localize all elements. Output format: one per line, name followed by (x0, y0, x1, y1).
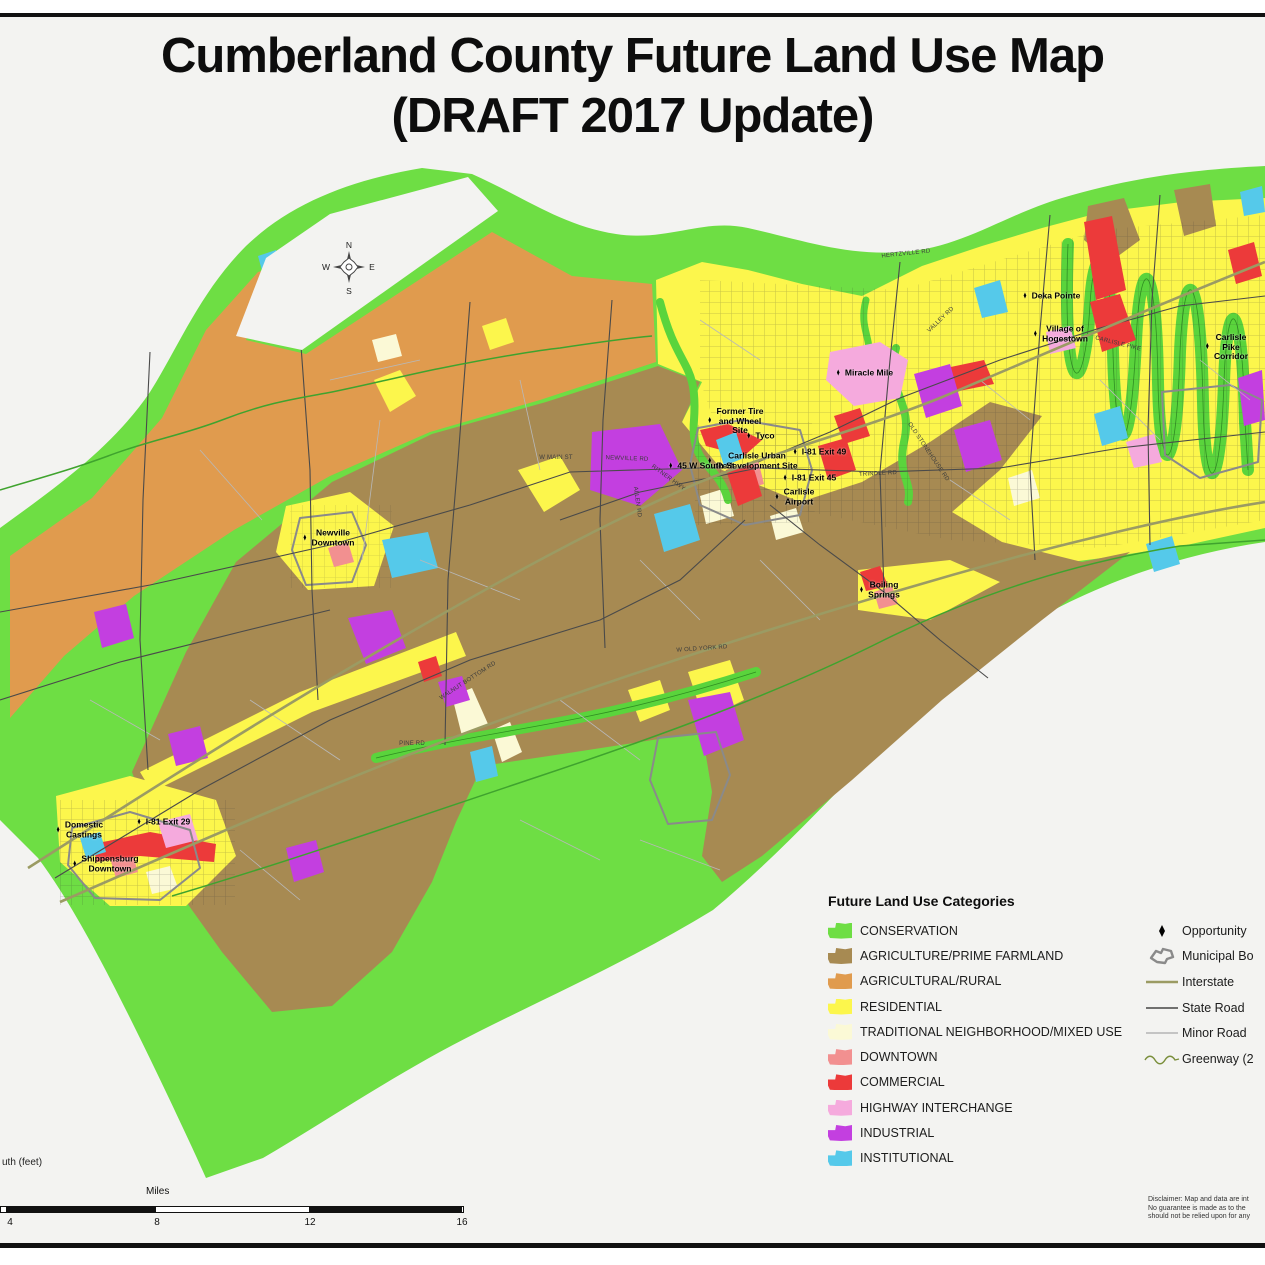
disclaimer-text: Disclaimer: Map and data are int No guara… (1148, 1196, 1265, 1222)
bottom-frame-rule (0, 1243, 1265, 1248)
scale-tick-label: 4 (7, 1217, 13, 1228)
legend-row-institutional: INSTITUTIONAL (828, 1146, 1264, 1171)
scale-tick-label: 8 (154, 1217, 160, 1228)
compass-n: N (346, 240, 352, 250)
municipal-boundaries (67, 384, 1263, 901)
industrial-swatch (828, 1125, 852, 1142)
conservation-swatch (828, 922, 852, 939)
scale-ticks: 4 8 12 16 (0, 1217, 480, 1231)
interstate-icon (1142, 978, 1182, 986)
stateroad-icon (1142, 1004, 1182, 1012)
legend: Future Land Use Categories CONSERVATION A… (828, 893, 1264, 1171)
boundary-icon (1142, 946, 1182, 966)
agrural-swatch (828, 973, 852, 990)
scale-seg (1, 1207, 6, 1212)
disclaimer-line: Disclaimer: Map and data are int (1148, 1196, 1249, 1203)
legend-label: INSTITUTIONAL (860, 1151, 954, 1166)
legend-label: DOWNTOWN (860, 1050, 938, 1065)
legend-row-conservation: CONSERVATION (828, 918, 1264, 943)
legend-title: Future Land Use Categories (828, 893, 1015, 909)
greenway-icon (1142, 1053, 1182, 1065)
greenway-lines (0, 335, 1265, 897)
sheet-notch (236, 177, 498, 350)
industrial-patch (94, 364, 1265, 882)
institutional-patch (80, 186, 1265, 858)
legend-symbol-row-interstate: Interstate (1142, 969, 1265, 995)
legend-symbol-row-diamond: Opportunity (1142, 918, 1265, 944)
legend-label: AGRICULTURE/PRIME FARMLAND (860, 948, 1064, 963)
region-agricultural-rural (10, 232, 656, 718)
legend-label: CONSERVATION (860, 923, 958, 938)
interstates (27, 260, 1265, 904)
legend-row-agrural: AGRICULTURAL/RURAL (828, 969, 1264, 994)
commercial-patch (94, 216, 1262, 862)
top-margin (0, 0, 1265, 13)
traditional-swatch (828, 1023, 852, 1040)
legend-label: COMMERCIAL (860, 1075, 945, 1090)
legend-row-residential: RESIDENTIAL (828, 994, 1264, 1019)
agprime-swatch (828, 947, 852, 964)
legend-symbol-row-greenway: Greenway (2 (1142, 1046, 1265, 1072)
scale-bar (0, 1206, 464, 1213)
compass-e: E (369, 262, 375, 272)
residential-swatch (828, 998, 852, 1015)
legend-symbol-label: Opportunity (1182, 923, 1247, 938)
legend-symbol-label: Interstate (1182, 974, 1235, 989)
compass-w: W (322, 262, 330, 272)
legend-row-industrial: INDUSTRIAL (828, 1120, 1264, 1145)
legend-symbol-row-stateroad: State Road (1142, 995, 1265, 1021)
legend-label: TRADITIONAL NEIGHBORHOOD/MIXED USE (860, 1024, 1123, 1039)
commercial-swatch (828, 1074, 852, 1091)
legend-label: RESIDENTIAL (860, 999, 942, 1014)
legend-row-agprime: AGRICULTURE/PRIME FARMLAND (828, 943, 1264, 968)
scale-seg (6, 1207, 156, 1212)
bottom-margin (0, 1248, 1265, 1265)
legend-symbols: Opportunity Municipal Bo Interstate State R… (1142, 918, 1265, 1072)
legend-label: INDUSTRIAL (860, 1126, 935, 1141)
title-line-2: (DRAFT 2017 Update) (391, 89, 875, 143)
compass-s: S (346, 286, 352, 296)
highway-swatch (828, 1099, 852, 1116)
scale-tick-label: 16 (456, 1217, 468, 1228)
legend-symbol-label: Municipal Bo (1182, 949, 1254, 964)
legend-label: AGRICULTURAL/RURAL (860, 974, 1002, 989)
disclaimer-line: should not be relied upon for any (1148, 1213, 1250, 1220)
page-title: Cumberland County Future Land Use Map (D… (0, 26, 1265, 146)
legend-symbol-row-minorroad: Minor Road (1142, 1020, 1265, 1046)
disclaimer-line: No guarantee is made as to the (1148, 1204, 1246, 1212)
legend-label: HIGHWAY INTERCHANGE (860, 1100, 1013, 1115)
diamond-icon (1142, 924, 1182, 938)
legend-row-commercial: COMMERCIAL (828, 1070, 1264, 1095)
legend-symbol-label: State Road (1182, 1000, 1245, 1015)
projection-text-partial: uth (feet) (2, 1157, 43, 1168)
title-line-1: Cumberland County Future Land Use Map (160, 29, 1105, 83)
top-frame-rule (0, 13, 1265, 17)
scale-units-label: Miles (146, 1186, 170, 1197)
legend-categories: CONSERVATION AGRICULTURE/PRIME FARMLAND AG… (828, 918, 1264, 1171)
minorroad-icon (1142, 1029, 1182, 1037)
scale-tick-label: 12 (304, 1217, 316, 1228)
legend-row-traditional: TRADITIONAL NEIGHBORHOOD/MIXED USE (828, 1019, 1264, 1044)
scale-seg (309, 1207, 462, 1212)
scale-seg (156, 1207, 309, 1212)
minor-roads (89, 319, 1251, 901)
institutional-swatch (828, 1150, 852, 1167)
state-roads (0, 194, 1265, 879)
downtown-swatch (828, 1049, 852, 1066)
compass-rose: N E S W (322, 240, 375, 296)
legend-symbol-label: Minor Road (1182, 1026, 1247, 1041)
legend-symbol-row-boundary: Municipal Bo (1142, 944, 1265, 970)
legend-row-highway: HIGHWAY INTERCHANGE (828, 1095, 1264, 1120)
legend-row-downtown: DOWNTOWN (828, 1044, 1264, 1069)
legend-symbol-label: Greenway (2 (1182, 1051, 1254, 1066)
